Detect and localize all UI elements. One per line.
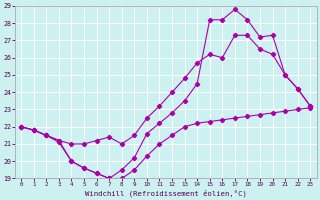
X-axis label: Windchill (Refroidissement éolien,°C): Windchill (Refroidissement éolien,°C) bbox=[85, 189, 247, 197]
